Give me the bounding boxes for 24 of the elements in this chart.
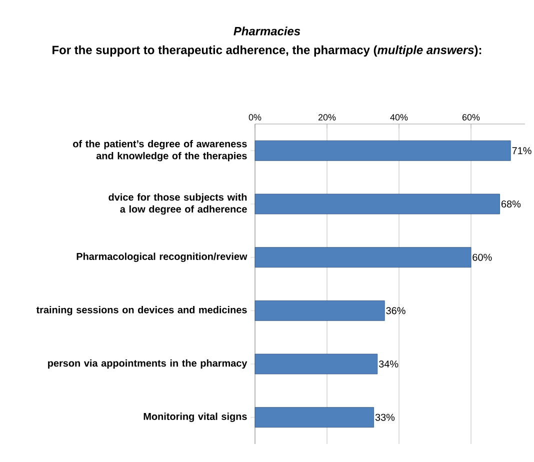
- bar: [254, 354, 378, 374]
- data-label: 68%: [501, 200, 521, 208]
- y-tick-label: Monitoring vital signs: [144, 412, 247, 422]
- chart-subtitle: For the support to therapeutic adherence, the pharmacy (multiple answers):: [52, 45, 482, 57]
- y-tick-label: Pharmacological recognition/review: [76, 252, 248, 262]
- data-label: 36%: [386, 307, 406, 314]
- x-tick-label: 40%: [390, 114, 408, 120]
- y-tick-label: training sessions on devices and medicines: [36, 306, 247, 316]
- bar: [254, 247, 472, 268]
- data-label: 60%: [472, 254, 492, 261]
- y-tick-label: of the patient’s degree of awareness and knowledge of the therapies: [73, 140, 247, 162]
- x-tick-label: 60%: [462, 114, 480, 120]
- data-label: 34%: [378, 360, 398, 368]
- bar: [254, 300, 385, 321]
- y-tick-label: person via appointments in the pharmacy: [48, 359, 248, 369]
- bar: [254, 140, 511, 161]
- y-tick-label: dvice for those subjects with a low degree of adherence: [108, 193, 247, 215]
- x-tick-label: 20%: [318, 114, 336, 120]
- chart-title: Pharmacies: [234, 26, 300, 36]
- x-tick-label: 0%: [248, 114, 262, 120]
- bar: [254, 407, 374, 428]
- data-label: 71%: [512, 147, 532, 154]
- bar: [254, 194, 500, 214]
- data-label: 33%: [375, 414, 395, 421]
